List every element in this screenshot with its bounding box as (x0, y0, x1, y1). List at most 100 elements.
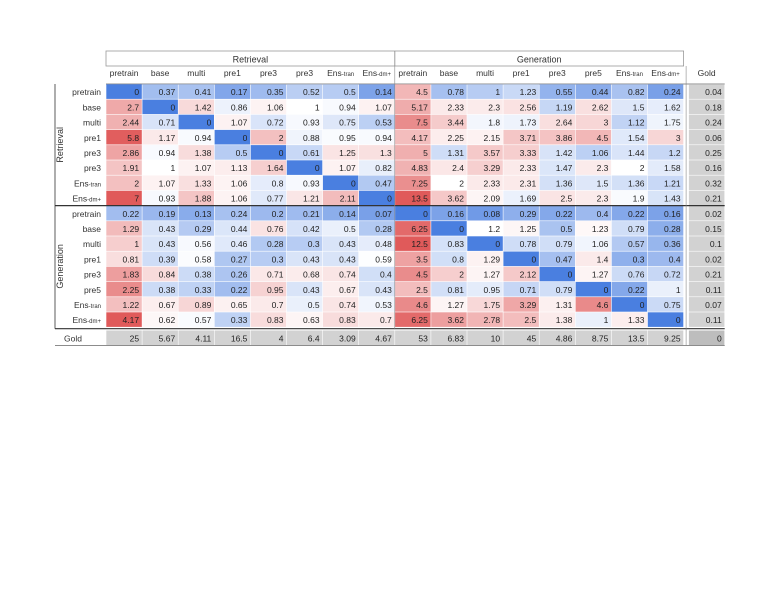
cell-value: 2.15 (484, 133, 501, 143)
cell-value: 0.14 (339, 209, 356, 219)
cell-value: 4.6 (416, 300, 428, 310)
cell-value: 1.06 (231, 194, 248, 204)
heatmap-cell (688, 175, 725, 191)
heatmap-cell (467, 190, 503, 206)
cell-value: 1.75 (664, 118, 681, 128)
cell-value: 4.17 (411, 133, 428, 143)
cell-value: 1.19 (556, 102, 573, 112)
heatmap-cell (647, 221, 684, 236)
heatmap-cell (431, 330, 467, 346)
heatmap-cell (142, 266, 178, 282)
heatmap-cell (286, 236, 323, 251)
cell-value: 0.77 (267, 194, 284, 204)
cell-value: 1.5 (633, 102, 645, 112)
cell-value: 0 (134, 87, 139, 97)
cell-value: 0.57 (195, 315, 212, 325)
heatmap-cell (322, 175, 359, 191)
heatmap-cell (178, 129, 214, 145)
heatmap-cell (688, 84, 725, 99)
heatmap-cell (286, 99, 323, 115)
group-header-generation: Generation (517, 55, 562, 65)
cell-value: 0.28 (375, 224, 392, 234)
heatmap-cell (178, 251, 214, 267)
heatmap-cell (647, 236, 684, 251)
row-label: pretrain (72, 87, 101, 97)
heatmap-cell (214, 175, 251, 191)
heatmap-cell (611, 330, 648, 346)
heatmap-cell (178, 175, 214, 191)
heatmap-cell (467, 145, 503, 160)
heatmap-cell (647, 312, 684, 327)
heatmap-cell (395, 297, 431, 312)
heatmap-cell (250, 160, 287, 175)
heatmap-cell (503, 236, 539, 251)
cell-value: 1.8 (488, 118, 500, 128)
heatmap-cell (142, 312, 178, 327)
cell-value: 1.25 (520, 224, 537, 234)
cell-value: 4.86 (556, 333, 573, 343)
heatmap-cell (647, 175, 684, 191)
heatmap-cell (539, 129, 575, 145)
heatmap-cell (250, 129, 287, 145)
row-label: Gold (64, 333, 82, 343)
cell-value: 1.36 (628, 178, 645, 188)
cell-value: 1.54 (628, 133, 645, 143)
cell-value: 0.1 (710, 239, 722, 249)
heatmap-cell (431, 266, 467, 282)
cell-value: 0.79 (556, 285, 573, 295)
cell-value: 0.84 (159, 270, 176, 280)
heatmap-cell (688, 99, 725, 115)
cell-value: 0.76 (267, 224, 284, 234)
cell-value: 2.33 (520, 163, 537, 173)
cell-value: 0.95 (484, 285, 501, 295)
cell-value: 0.04 (705, 87, 722, 97)
cell-value: 45 (527, 333, 537, 343)
cell-value: 0.59 (375, 254, 392, 264)
cell-value: 2.25 (123, 285, 140, 295)
cell-value: 1.07 (375, 102, 392, 112)
heatmap-cell (503, 175, 539, 191)
heatmap-cell (503, 84, 539, 99)
heatmap-cell (539, 236, 575, 251)
cell-value: 0.2 (272, 209, 284, 219)
heatmap-cell (647, 251, 684, 267)
cell-value: 13.5 (411, 194, 428, 204)
cell-value: 9.25 (664, 333, 681, 343)
heatmap-cell (688, 114, 725, 130)
cell-value: 0.46 (231, 239, 248, 249)
cell-value: 0.43 (375, 285, 392, 295)
cell-value: 0.18 (705, 102, 722, 112)
cell-value: 0.3 (308, 239, 320, 249)
heatmap-cell (250, 297, 287, 312)
heatmap-cell (575, 330, 612, 346)
heatmap-cell (395, 160, 431, 175)
cell-value: 0.82 (628, 87, 645, 97)
heatmap-cell (503, 297, 539, 312)
heatmap-cell (611, 99, 648, 115)
cell-value: 4.11 (195, 333, 211, 343)
heatmap-cell (322, 221, 359, 236)
cell-value: 1.38 (195, 148, 212, 158)
heatmap-cell (503, 330, 539, 346)
cell-value: 0.22 (628, 209, 645, 219)
cell-value: 2.64 (556, 118, 573, 128)
heatmap-cell (575, 160, 612, 175)
row-label: Ens-tran (74, 300, 101, 310)
row-label: pre3 (84, 270, 101, 280)
heatmap-cell (575, 312, 612, 327)
heatmap-cell (575, 251, 612, 267)
heatmap-cell (539, 99, 575, 115)
cell-value: 0.43 (159, 224, 176, 234)
heatmap-cell (395, 266, 431, 282)
cell-value: 7.25 (411, 178, 428, 188)
cell-value: 1.3 (380, 148, 392, 158)
cell-value: 0.33 (231, 315, 248, 325)
heatmap-cell (178, 145, 214, 160)
heatmap-cell (142, 190, 178, 206)
cell-value: 0.36 (664, 239, 681, 249)
heatmap-cell (178, 330, 214, 346)
heatmap-cell (322, 84, 359, 99)
heatmap-cell (611, 251, 648, 267)
cell-value: 0.8 (272, 178, 284, 188)
